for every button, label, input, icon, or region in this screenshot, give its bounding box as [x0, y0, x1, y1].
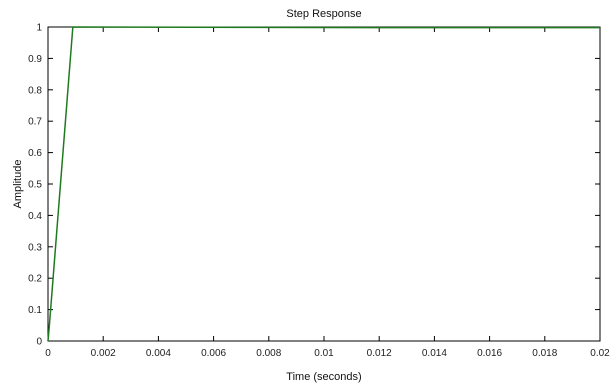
x-tick-label: 0.018	[532, 348, 557, 359]
chart-title: Step Response	[286, 8, 361, 20]
y-tick-label: 0.4	[28, 211, 42, 222]
y-axis-ticks: 0 0.1 0.2 0.3 0.4 0.5 0.6 0.7 0.8 0.9 1	[28, 23, 600, 348]
y-axis-label: Amplitude	[12, 160, 24, 209]
x-tick-label: 0.002	[91, 348, 116, 359]
x-tick-label: 0.02	[590, 348, 610, 359]
series-layer	[47, 26, 600, 342]
x-tick-label: 0.01	[314, 348, 334, 359]
x-tick-label: 0.016	[477, 348, 502, 359]
x-tick-label: 0.006	[201, 348, 226, 359]
x-axis-label: Time (seconds)	[286, 371, 361, 383]
x-tick-label: 0	[45, 348, 51, 359]
y-tick-label: 0.6	[28, 148, 42, 159]
x-tick-label: 0.012	[367, 348, 392, 359]
y-tick-label: 1	[36, 23, 42, 34]
x-tick-label: 0.004	[146, 348, 171, 359]
y-tick-label: 0.1	[28, 305, 42, 316]
y-tick-label: 0.9	[28, 54, 42, 65]
plot-area-frame	[47, 26, 601, 342]
x-tick-label: 0.008	[256, 348, 281, 359]
y-tick-label: 0.2	[28, 274, 42, 285]
step-response-line	[47, 26, 600, 342]
y-tick-label: 0	[36, 337, 42, 348]
x-axis-ticks: 0 0.002 0.004 0.006 0.008 0.01 0.012 0.014 0.016…	[45, 27, 610, 359]
y-tick-label: 0.8	[28, 85, 42, 96]
y-tick-label: 0.3	[28, 242, 42, 253]
y-tick-label: 0.5	[28, 180, 42, 191]
y-tick-label: 0.7	[28, 117, 42, 128]
x-tick-label: 0.014	[422, 348, 447, 359]
